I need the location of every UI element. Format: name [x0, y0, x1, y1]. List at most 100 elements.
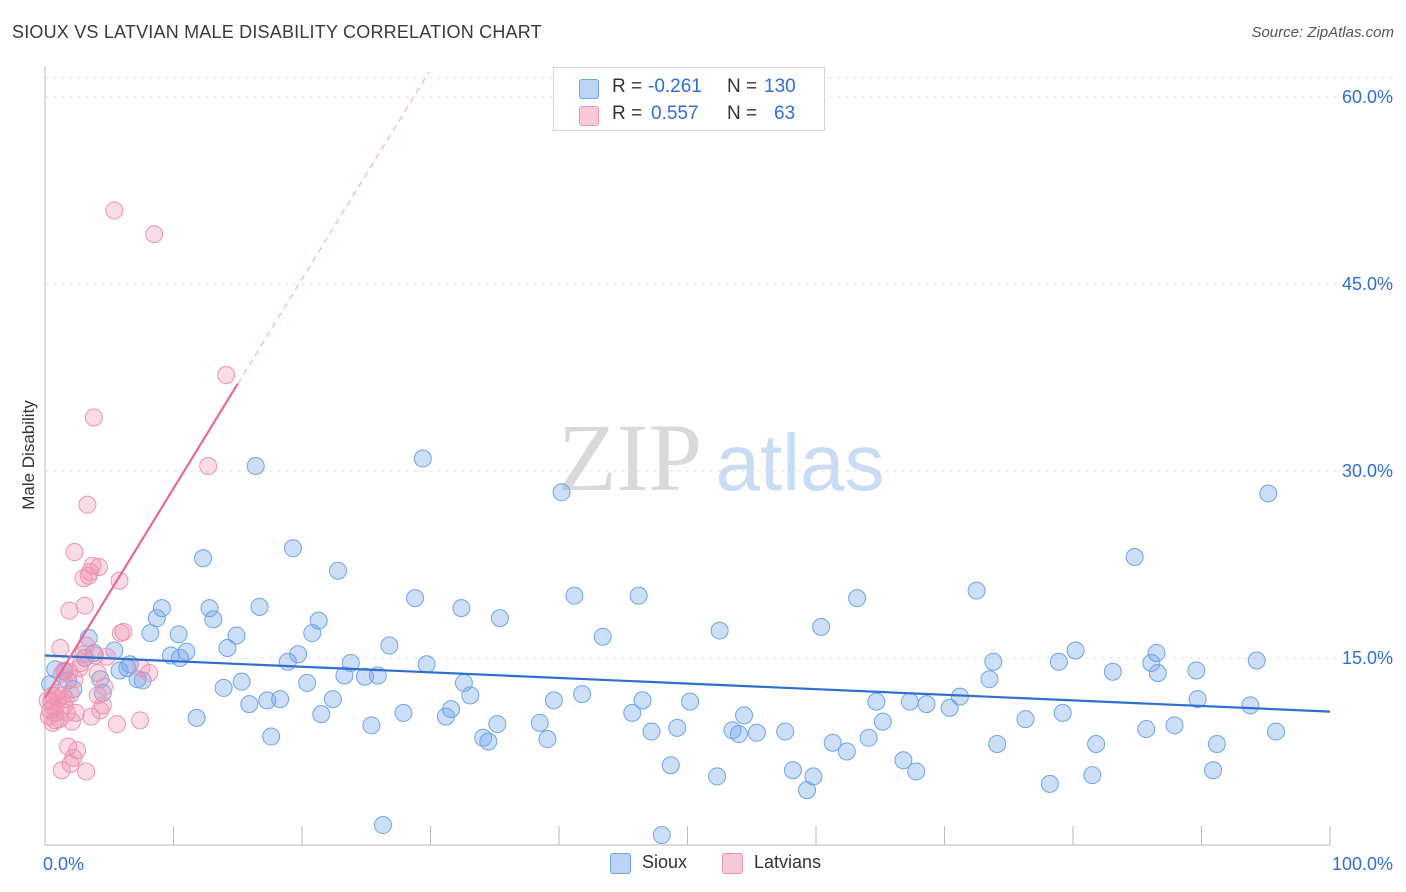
latvians-point [84, 408, 103, 427]
legend-row-sioux: R = -0.261 N = 130 [554, 74, 824, 102]
sioux-trend-line [44, 654, 1331, 713]
sioux-point [747, 723, 766, 742]
y-tick-label: 45.0% [1342, 274, 1393, 294]
sioux-point [776, 722, 795, 741]
sioux-point [530, 713, 549, 732]
sioux-point [1188, 690, 1207, 709]
sioux-point [417, 655, 436, 674]
latvians-point [83, 556, 102, 575]
sioux-point [442, 700, 461, 719]
sioux-point [341, 653, 360, 672]
sioux-point [169, 625, 188, 644]
sioux-point [246, 457, 265, 476]
sioux-point [735, 706, 754, 725]
latvians-point [86, 646, 105, 665]
sioux-point [152, 599, 171, 618]
latvians-point [60, 601, 79, 620]
legend-label-latvians: Latvians [754, 852, 822, 872]
legend-r-value: -0.261 [648, 76, 702, 97]
latvians-point [107, 715, 126, 734]
sioux-point [461, 686, 480, 705]
sioux-point [900, 692, 919, 711]
source-note: Source: ZipAtlas.com [1251, 24, 1394, 41]
x-tick-label: 0.0% [43, 854, 84, 874]
legend-n-value: 130 [764, 76, 796, 97]
legend-r-label: R = [612, 76, 643, 97]
latvians-point [97, 647, 116, 666]
legend-n-label: N = [727, 76, 758, 97]
sioux-point [298, 673, 317, 692]
sioux-point [394, 703, 413, 722]
correlation-legend: R = -0.261 N = 130 R = 0.557 N = 63 [553, 67, 825, 131]
latvians-point [131, 711, 150, 730]
sioux-point [565, 586, 584, 605]
sioux-point [642, 722, 661, 741]
latvians-point [66, 703, 85, 722]
x-tick-label: 100.0% [1332, 854, 1393, 874]
sioux-point [362, 716, 381, 735]
sioux-point [452, 599, 471, 618]
latvians-point [65, 670, 84, 689]
y-axis-title: Male Disability [19, 400, 38, 510]
sioux-point [312, 705, 331, 724]
sioux-point [894, 751, 913, 770]
sioux-point [214, 678, 233, 697]
sioux-point [1040, 774, 1059, 793]
sioux-point [1066, 641, 1085, 660]
sioux-point [573, 685, 592, 704]
sioux-point [812, 617, 831, 636]
legend-n-value: 63 [774, 103, 796, 124]
sioux-point [1247, 651, 1266, 670]
latvians-point [82, 707, 101, 726]
latvians-point [145, 225, 164, 244]
sioux-point [262, 727, 281, 746]
sioux-point [227, 626, 246, 645]
latvians-point [140, 663, 159, 682]
sioux-point [1259, 484, 1278, 503]
legend-label-sioux: Sioux [642, 852, 688, 872]
y-tick-label: 15.0% [1342, 648, 1393, 668]
sioux-point [1165, 716, 1184, 735]
sioux-point [1103, 662, 1122, 681]
latvians-point [75, 596, 94, 615]
latvians-point [199, 457, 218, 476]
sioux-point [323, 690, 342, 709]
watermark-atlas: atlas [716, 418, 885, 507]
sioux-point [729, 725, 748, 744]
legend-swatch-latvians [579, 106, 599, 126]
sioux-point [309, 611, 328, 630]
latvians-point [56, 690, 75, 709]
legend-r-value: 0.557 [651, 103, 699, 124]
sioux-point [783, 761, 802, 780]
legend-swatch-sioux [579, 79, 599, 99]
sioux-point [907, 762, 926, 781]
sioux-point [141, 624, 160, 643]
legend-n-label: N = [727, 103, 758, 124]
sioux-point [240, 695, 259, 714]
sioux-point [710, 621, 729, 640]
sioux-point [538, 730, 557, 749]
sioux-point [204, 610, 223, 629]
latvians-point [95, 677, 114, 696]
sioux-point [1049, 652, 1068, 671]
sioux-point [1053, 703, 1072, 722]
sioux-point [289, 645, 308, 664]
sioux-point [804, 767, 823, 786]
y-tick-label: 30.0% [1342, 461, 1393, 481]
legend-swatch-sioux [610, 853, 631, 874]
sioux-point [1125, 548, 1144, 567]
sioux-point [1137, 720, 1156, 739]
sioux-point [984, 652, 1003, 671]
latvians-point [51, 639, 70, 658]
sioux-point [1241, 696, 1260, 715]
legend-r-label: R = [612, 103, 643, 124]
sioux-point [967, 581, 986, 600]
sioux-point [552, 483, 571, 502]
latvians-point [114, 622, 133, 641]
latvians-point [62, 712, 81, 731]
legend-row-latvians: R = 0.557 N = 63 [554, 101, 824, 129]
sioux-point [490, 609, 509, 628]
sioux-point [284, 539, 303, 558]
sioux-point [652, 826, 671, 845]
